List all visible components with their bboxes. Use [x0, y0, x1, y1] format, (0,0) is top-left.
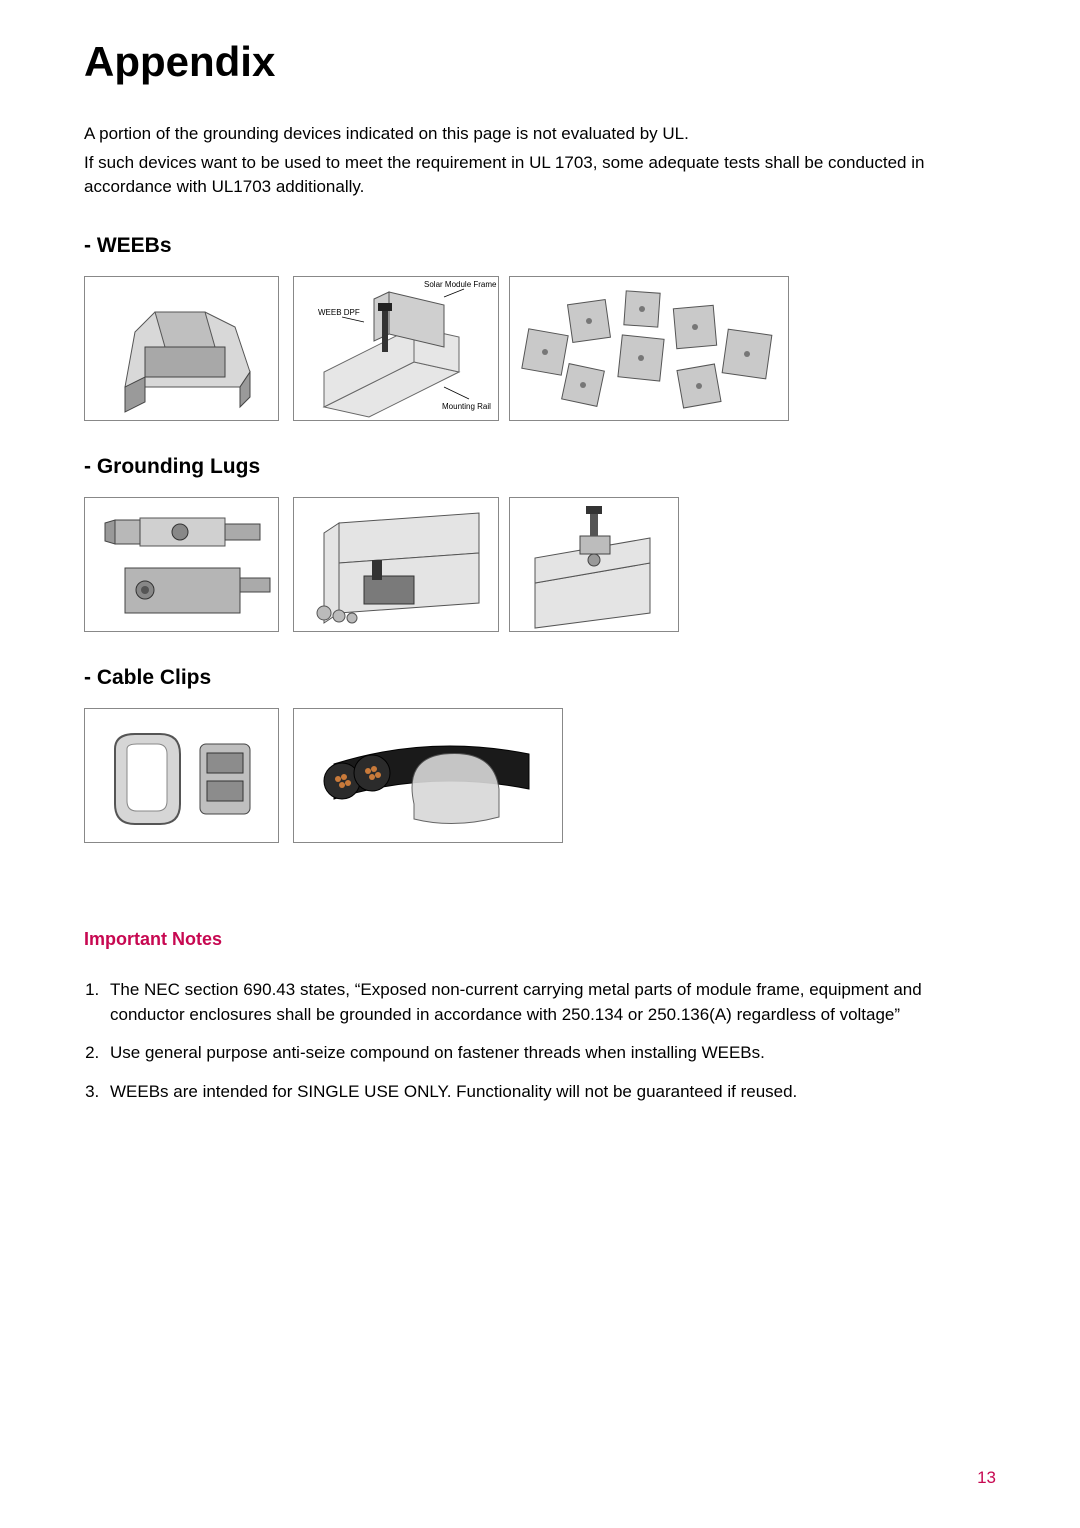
- lugs-figure-2: [293, 497, 499, 632]
- note-1: The NEC section 690.43 states, “Exposed …: [104, 978, 996, 1027]
- important-notes-heading: Important Notes: [84, 929, 996, 950]
- page-number: 13: [977, 1468, 996, 1488]
- intro-text-1: A portion of the grounding devices indic…: [84, 122, 996, 147]
- note-2: Use general purpose anti-seize compound …: [104, 1041, 996, 1066]
- page-title: Appendix: [84, 38, 996, 86]
- section-heading-lugs: - Grounding Lugs: [84, 455, 996, 479]
- notes-list: The NEC section 690.43 states, “Exposed …: [84, 978, 996, 1105]
- lugs-figure-3: [509, 497, 679, 632]
- weebs-figure-1: [84, 276, 279, 421]
- section-heading-weebs: - WEEBs: [84, 234, 996, 258]
- note-3: WEEBs are intended for SINGLE USE ONLY. …: [104, 1080, 996, 1105]
- intro-text-2: If such devices want to be used to meet …: [84, 151, 996, 200]
- lugs-figure-row: [84, 497, 996, 632]
- label-weeb-dpf: WEEB DPF: [318, 308, 360, 317]
- lugs-figure-1: [84, 497, 279, 632]
- weebs-figure-2: Solar Module Frame WEEB DPF Mounting Rai…: [293, 276, 499, 421]
- clips-figure-1: [84, 708, 279, 843]
- section-heading-clips: - Cable Clips: [84, 666, 996, 690]
- clips-figure-row: [84, 708, 996, 843]
- clips-figure-2: [293, 708, 563, 843]
- label-solar-frame: Solar Module Frame: [424, 280, 497, 289]
- weebs-figure-row: Solar Module Frame WEEB DPF Mounting Rai…: [84, 276, 996, 421]
- weebs-figure-3: [509, 276, 789, 421]
- label-mounting-rail: Mounting Rail: [442, 402, 491, 411]
